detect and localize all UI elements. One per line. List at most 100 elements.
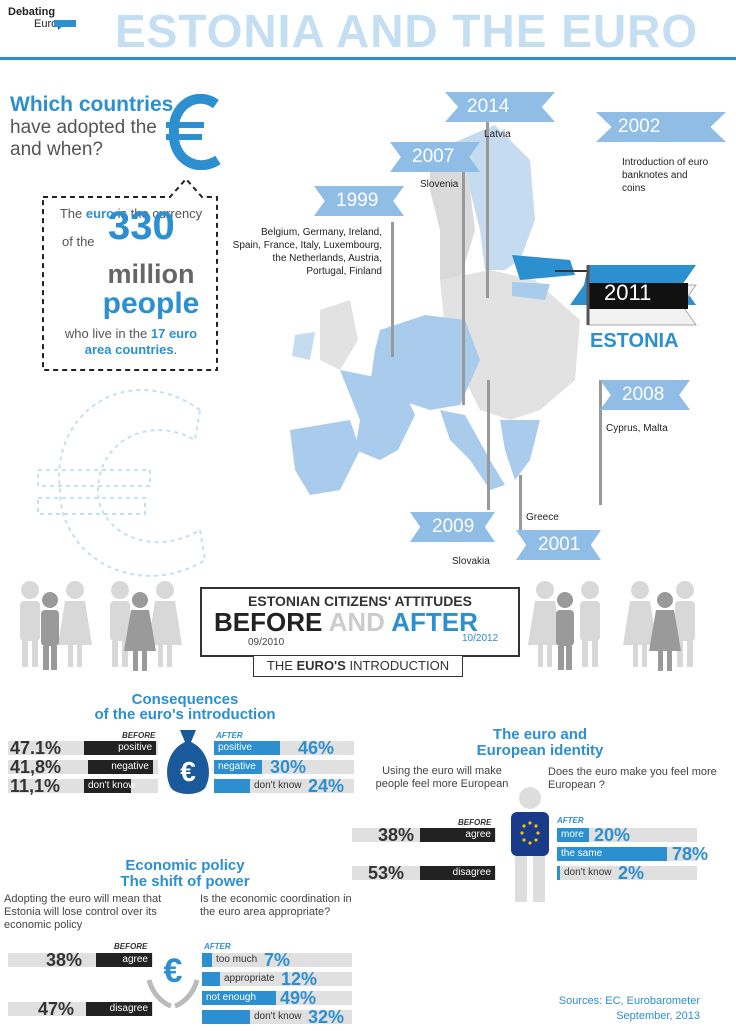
note-2009: Slovakia — [452, 556, 490, 567]
flag-2014: 2014 — [445, 92, 555, 122]
note-1999: Belgium, Germany, Ireland, Spain, France… — [232, 227, 382, 277]
consequences-after-tag: AFTER — [216, 731, 243, 740]
consequences-before-tag: BEFORE — [122, 731, 156, 740]
svg-text:€: € — [180, 756, 196, 787]
banner-introduction: INTRODUCTION — [349, 658, 450, 673]
cons-after-label-1: negative — [214, 760, 262, 774]
sources: Sources: EC, Eurobarometer September, 20… — [540, 994, 700, 1024]
europe-map — [290, 125, 580, 495]
policy-after-tag: AFTER — [204, 942, 231, 951]
identity-q-after: Does the euro make you feel more Europea… — [548, 766, 717, 791]
flag-2001: 2001 — [516, 530, 601, 560]
cons-after-pct-0: 46% — [298, 738, 335, 758]
id-before-label-1: disagree — [420, 866, 495, 880]
pol-after-label-2: not enough — [202, 991, 276, 1005]
pol-after-pct-3: 32% — [308, 1007, 345, 1027]
callout-border — [42, 177, 218, 371]
id-after-pct-0: 20% — [594, 825, 631, 845]
cons-after-label-2: don't know — [214, 779, 304, 793]
banner-after: AFTER — [391, 607, 478, 637]
pole-2009 — [487, 380, 490, 510]
callout-text: The euro is the currency of the 330 milli… — [48, 206, 214, 358]
id-after-label-0: more — [557, 828, 589, 842]
page-title: ESTONIA AND THE EURO — [115, 5, 699, 57]
id-after-label-1: the same — [557, 847, 667, 861]
pole-1999 — [391, 222, 394, 357]
banner-intro: THE — [266, 658, 293, 673]
callout-t2: of the — [62, 234, 95, 249]
banner-euros: EURO'S — [296, 658, 346, 673]
id-before-pct-0: 38% — [378, 825, 415, 845]
flag-2011: 2011 — [604, 280, 652, 305]
cons-before-label-2: don't know — [84, 779, 136, 793]
flag-2002: 2002 — [596, 112, 726, 142]
callout-people: people — [102, 287, 200, 320]
id-after-pct-1: 78% — [672, 844, 709, 864]
money-bag-icon: € — [167, 730, 209, 794]
pol-after-label-0: too much — [202, 953, 262, 967]
pol-after-label-3: don't know — [202, 1010, 304, 1024]
cons-before-pct-1: 41,8% — [10, 757, 62, 777]
pole-2008 — [599, 380, 602, 505]
note-2007: Slovenia — [420, 179, 459, 190]
european-person-icon — [511, 787, 549, 902]
id-after-label-2: don't know — [557, 866, 617, 880]
id-after-pct-2: 2% — [618, 863, 645, 883]
flag-2007: 2007 — [390, 142, 480, 172]
policy-title2: The shift of power — [120, 873, 250, 890]
estonia-flag — [570, 265, 697, 326]
pol-before-label-1: disagree — [86, 1002, 152, 1016]
pol-before-label-0: agree — [96, 953, 152, 967]
cons-after-label-0: positive — [214, 741, 280, 755]
id-after-bg-0 — [557, 828, 697, 842]
pol-after-label-1: appropriate — [202, 972, 277, 986]
flag-2008: 2008 — [600, 380, 690, 410]
policy-title1: Economic policy — [125, 857, 245, 874]
callout-330: 330 — [108, 204, 175, 248]
callout-period: . — [173, 342, 178, 357]
note-2014: Latvia — [484, 129, 511, 140]
outline-euro-icon — [37, 389, 207, 577]
pole-2014 — [486, 98, 489, 298]
pol-after-pct-0: 7% — [264, 950, 291, 970]
attitudes-banner — [200, 587, 520, 657]
identity-q-before: Using the euro will make people feel mor… — [375, 765, 509, 790]
sources-line1: Sources: EC, Eurobarometer — [558, 995, 700, 1007]
pole-2001 — [519, 475, 522, 535]
people-silhouettes — [20, 581, 695, 671]
banner-subtitle: THE EURO'S INTRODUCTION — [253, 655, 463, 677]
identity-title1: The euro and — [492, 726, 588, 743]
pol-after-pct-2: 49% — [280, 988, 317, 1008]
id-after-bg-2 — [557, 866, 697, 880]
callout-17-euro: 17 euro — [150, 326, 198, 341]
estonia-pointer — [555, 270, 587, 272]
logo-line1: Debating — [8, 6, 56, 18]
flag-1999: 1999 — [314, 186, 404, 216]
pol-before-pct-1: 47% — [38, 999, 75, 1019]
note-2008: Cyprus, Malta — [606, 423, 668, 434]
header-divider — [0, 57, 736, 60]
svg-text:€: € — [164, 952, 183, 990]
callout-t1c: is the currency — [117, 206, 203, 221]
consequences-title1: Consequences — [131, 691, 239, 708]
debating-europe-logo[interactable]: Debating Europe — [8, 6, 88, 42]
intro-line2: have adopted the — [10, 117, 157, 138]
callout-area: area countries — [84, 342, 174, 357]
id-before-label-0: agree — [420, 828, 495, 842]
intro-question: Which countries have adopted the and whe… — [10, 93, 180, 161]
cons-before-pct-0: 47.1% — [10, 738, 62, 758]
policy-q-after: Is the economic coordination in the euro… — [200, 893, 352, 918]
pole-2007 — [462, 170, 465, 405]
pol-after-bg-1 — [202, 972, 352, 986]
cons-after-pct-1: 30% — [270, 757, 307, 777]
note-2001: Greece — [526, 512, 559, 523]
banner-date2: 10/2012 — [462, 633, 499, 644]
cons-before-label-1: negative — [88, 760, 153, 774]
identity-before-tag: BEFORE — [458, 818, 492, 827]
banner-title: ESTONIAN CITIZENS' ATTITUDES — [248, 593, 472, 609]
id-before-pct-1: 53% — [368, 863, 405, 883]
banner-and: AND — [328, 607, 385, 637]
estonia-label: ESTONIA — [590, 330, 679, 352]
intro-line3: and when? — [10, 139, 103, 160]
intro-line1: Which countries — [10, 93, 174, 116]
